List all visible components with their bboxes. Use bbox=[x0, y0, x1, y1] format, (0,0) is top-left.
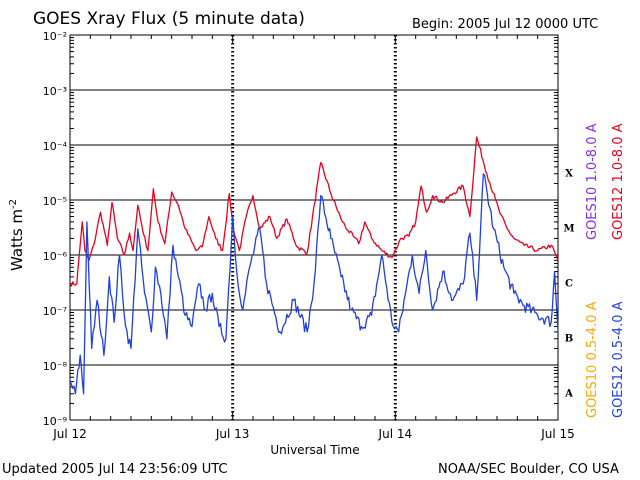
credit: NOAA/SEC Boulder, CO USA bbox=[438, 462, 619, 477]
legend-entry: GOES10 0.5-4.0 A bbox=[585, 301, 600, 418]
series-goes12-1-0-8-0-a bbox=[69, 136, 559, 287]
y-tick-label: 10⁻⁸ bbox=[43, 360, 68, 373]
y-tick-labels: 10⁻² 10⁻³ 10⁻⁴ 10⁻⁵ 10⁻⁶ 10⁻⁷ 10⁻⁸ 10⁻⁹ bbox=[43, 30, 68, 428]
x-tick-labels: Jul 12 Jul 13 Jul 14 Jul 15 bbox=[52, 427, 575, 441]
legend: GOES10 1.0-8.0 A GOES12 1.0-8.0 A GOES10 0… bbox=[585, 123, 626, 418]
flare-class-M: M bbox=[563, 224, 574, 235]
flare-class-B: B bbox=[565, 334, 573, 345]
legend-entry: GOES12 1.0-8.0 A bbox=[611, 123, 626, 240]
flux-series bbox=[69, 136, 559, 395]
y-tick-label: 10⁻⁹ bbox=[43, 415, 67, 428]
x-tick-label: Jul 15 bbox=[540, 427, 575, 441]
x-tick-label: Jul 14 bbox=[378, 427, 413, 441]
y-tick-label: 10⁻⁵ bbox=[43, 195, 67, 208]
x-axis-label: Universal Time bbox=[270, 443, 359, 457]
legend-entry: GOES12 0.5-4.0 A bbox=[611, 301, 626, 418]
y-tick-label: 10⁻² bbox=[43, 30, 67, 43]
y-tick-label: 10⁻⁷ bbox=[43, 305, 67, 318]
flare-class-A: A bbox=[564, 389, 573, 400]
decade-gridlines bbox=[70, 37, 558, 404]
flare-class-labels: X M C B A bbox=[563, 169, 574, 400]
y-tick-label: 10⁻⁶ bbox=[43, 250, 68, 263]
x-tick-label: Jul 13 bbox=[215, 427, 250, 441]
begin-time: Begin: 2005 Jul 12 0000 UTC bbox=[412, 17, 598, 32]
day-dividers bbox=[69, 35, 559, 420]
chart-title: GOES Xray Flux (5 minute data) bbox=[33, 9, 305, 29]
legend-entry: GOES10 1.0-8.0 A bbox=[585, 123, 600, 240]
flare-class-C: C bbox=[565, 279, 573, 290]
x-tick-label: Jul 12 bbox=[52, 427, 87, 441]
flare-class-X: X bbox=[565, 169, 573, 180]
y-tick-label: 10⁻³ bbox=[43, 85, 67, 98]
plot-frame bbox=[69, 34, 559, 421]
y-axis-label: Watts m-2 bbox=[8, 199, 26, 271]
series-goes12-0-5-4-0-a bbox=[69, 173, 559, 395]
y-tick-label: 10⁻⁴ bbox=[43, 140, 68, 153]
updated-timestamp: Updated 2005 Jul 14 23:56:09 UTC bbox=[2, 462, 227, 477]
